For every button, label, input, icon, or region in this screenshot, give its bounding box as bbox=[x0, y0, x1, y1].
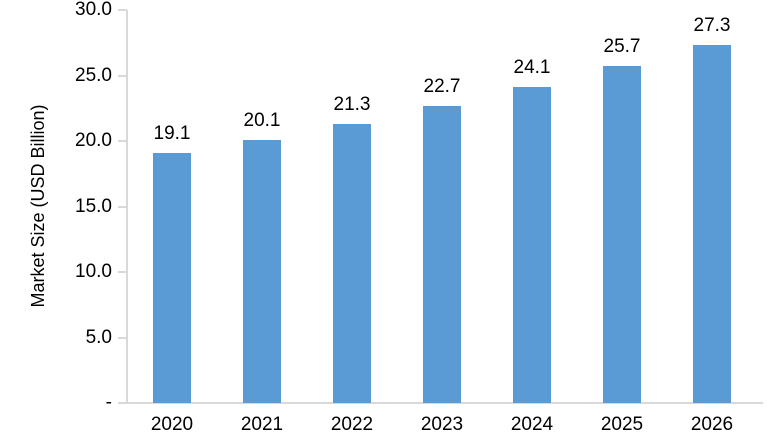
bar-2024 bbox=[513, 87, 551, 403]
y-tick-label: 30.0 bbox=[75, 0, 112, 20]
bar-2022 bbox=[333, 123, 371, 403]
bar-2026 bbox=[693, 45, 731, 403]
y-tick-label: 5.0 bbox=[85, 326, 112, 348]
x-axis-label: 2022 bbox=[330, 414, 374, 435]
x-axis-label: 2023 bbox=[420, 414, 464, 435]
x-axis-label: 2026 bbox=[690, 414, 734, 435]
y-tick-mark bbox=[118, 336, 127, 339]
bar-value-label: 20.1 bbox=[243, 109, 281, 131]
bar-value-label: 22.7 bbox=[423, 75, 461, 97]
bar-value-label: 21.3 bbox=[333, 93, 371, 115]
x-axis-label: 2021 bbox=[240, 414, 284, 435]
bar-2020 bbox=[153, 152, 191, 403]
y-tick-mark bbox=[118, 402, 127, 404]
y-tick-label: 20.0 bbox=[75, 130, 112, 151]
bar-value-label: 25.7 bbox=[603, 36, 641, 58]
x-axis-baseline bbox=[127, 402, 763, 404]
bar-2025 bbox=[603, 66, 641, 403]
bar-value-label: 19.1 bbox=[153, 122, 191, 144]
x-axis-label: 2020 bbox=[150, 414, 194, 435]
y-tick-mark bbox=[118, 205, 127, 208]
y-tick-label: - bbox=[105, 392, 112, 413]
bar-2021 bbox=[243, 139, 281, 403]
y-tick-label: 10.0 bbox=[75, 261, 112, 282]
x-axis-label: 2024 bbox=[510, 414, 554, 435]
y-tick-mark bbox=[118, 271, 127, 273]
y-tick-label: 15.0 bbox=[75, 195, 112, 217]
y-tick-mark bbox=[118, 74, 127, 77]
x-axis-label: 2025 bbox=[600, 414, 644, 435]
y-tick-mark bbox=[118, 140, 127, 142]
bar-value-label: 24.1 bbox=[513, 57, 551, 79]
y-tick-label: 25.0 bbox=[75, 64, 112, 86]
bar-value-label: 27.3 bbox=[693, 15, 731, 37]
bar-2023 bbox=[423, 105, 461, 403]
y-tick-mark bbox=[118, 9, 127, 11]
